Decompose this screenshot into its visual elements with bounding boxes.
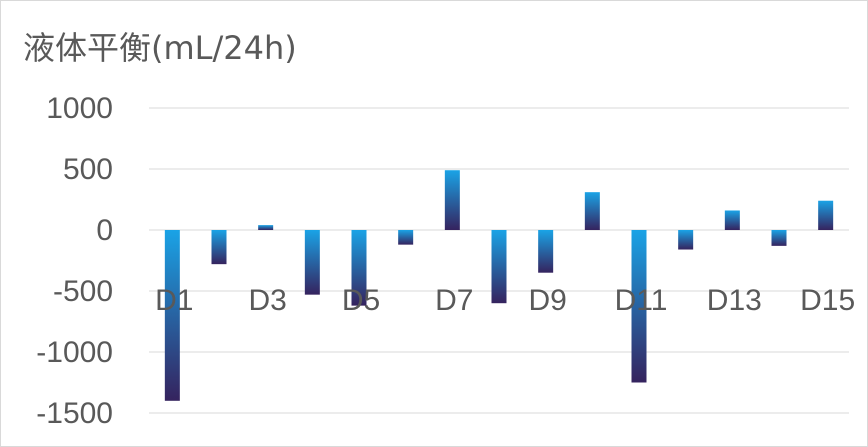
- x-category-label: D7: [435, 284, 473, 317]
- y-axis-ticks: 1000 500 0 -500 -1000 -1500: [36, 92, 113, 430]
- bar-d14: [771, 230, 787, 246]
- bar-d8: [491, 230, 507, 304]
- bar-d7: [444, 170, 460, 230]
- bar-d2: [211, 230, 227, 265]
- bar-d12: [678, 230, 694, 250]
- bar-d11: [631, 230, 647, 383]
- bar-d10: [584, 192, 600, 230]
- y-tick-label: 0: [96, 214, 113, 247]
- bar-d6: [398, 230, 414, 245]
- bar-d4: [304, 230, 320, 295]
- x-category-label: D15: [800, 284, 855, 317]
- y-tick-label: 500: [63, 153, 113, 186]
- x-category-label: D5: [342, 284, 380, 317]
- x-category-label: D3: [248, 284, 286, 317]
- y-tick-label: -1000: [36, 336, 113, 369]
- bar-d15: [818, 200, 834, 230]
- y-tick-label: -1500: [36, 397, 113, 430]
- bar-d3: [258, 225, 274, 230]
- bar-d13: [724, 210, 740, 230]
- chart-title: 液体平衡(mL/24h): [23, 29, 297, 67]
- x-category-label: D1: [155, 284, 193, 317]
- bar-d1: [164, 230, 180, 401]
- x-category-label: D9: [528, 284, 566, 317]
- x-category-label: D13: [707, 284, 762, 317]
- bar-d9: [538, 230, 554, 273]
- bars: [164, 170, 834, 401]
- bar-d5: [351, 230, 367, 306]
- y-tick-label: 1000: [46, 92, 113, 125]
- x-category-label: D11: [615, 284, 668, 317]
- y-tick-label: -500: [53, 275, 113, 308]
- x-axis-categories: D1 D3 D5 D7 D9 D11 D13 D15: [155, 284, 855, 317]
